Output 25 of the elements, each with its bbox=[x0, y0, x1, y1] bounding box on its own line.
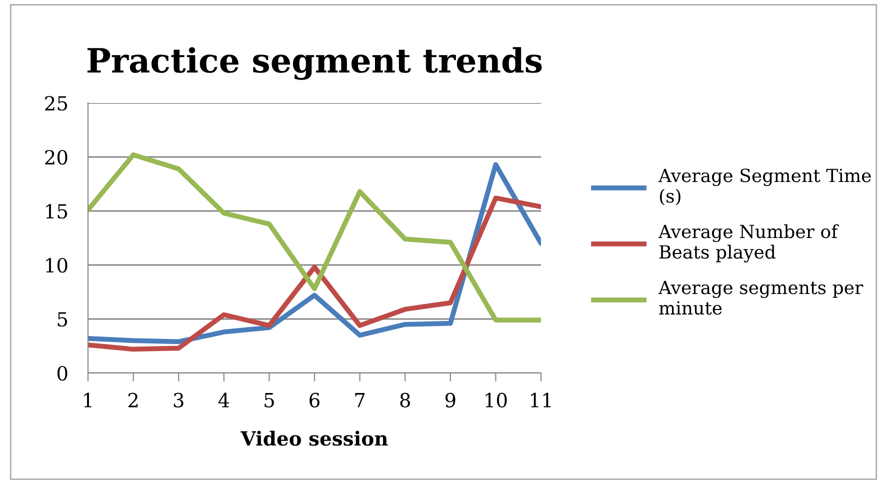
line-series bbox=[88, 196, 541, 352]
line-series bbox=[88, 162, 541, 344]
x-tick-label: 7 bbox=[355, 393, 365, 408]
x-tick-label: 5 bbox=[264, 393, 274, 408]
line-series bbox=[88, 152, 541, 323]
chart-title: Practice segment trends bbox=[87, 47, 542, 80]
x-tick-label: 3 bbox=[174, 392, 184, 408]
y-tick-label: 15 bbox=[46, 204, 68, 219]
x-axis-title: Video session bbox=[240, 430, 388, 446]
legend-label: Average Segment Time (s) bbox=[658, 168, 871, 206]
y-tick-label: 25 bbox=[45, 96, 68, 111]
x-tick-label: 9 bbox=[445, 392, 456, 408]
y-tick-label: 0 bbox=[57, 366, 68, 381]
x-tick-label: 4 bbox=[218, 392, 230, 408]
x-tick-label: 10 bbox=[486, 392, 507, 408]
x-tick-label: 6 bbox=[310, 392, 320, 408]
x-tick-label: 11 bbox=[531, 392, 551, 408]
legend-label: Average segments per minute bbox=[658, 280, 864, 315]
x-tick-label: 2 bbox=[128, 392, 138, 408]
x-tick-label: 8 bbox=[400, 392, 410, 408]
x-tick-label: 1 bbox=[84, 392, 92, 408]
y-tick-label: 5 bbox=[58, 312, 68, 327]
y-tick-label: 20 bbox=[45, 150, 68, 165]
legend-label: Average Number of Beats played bbox=[658, 224, 839, 263]
y-tick-label: 10 bbox=[46, 258, 68, 273]
